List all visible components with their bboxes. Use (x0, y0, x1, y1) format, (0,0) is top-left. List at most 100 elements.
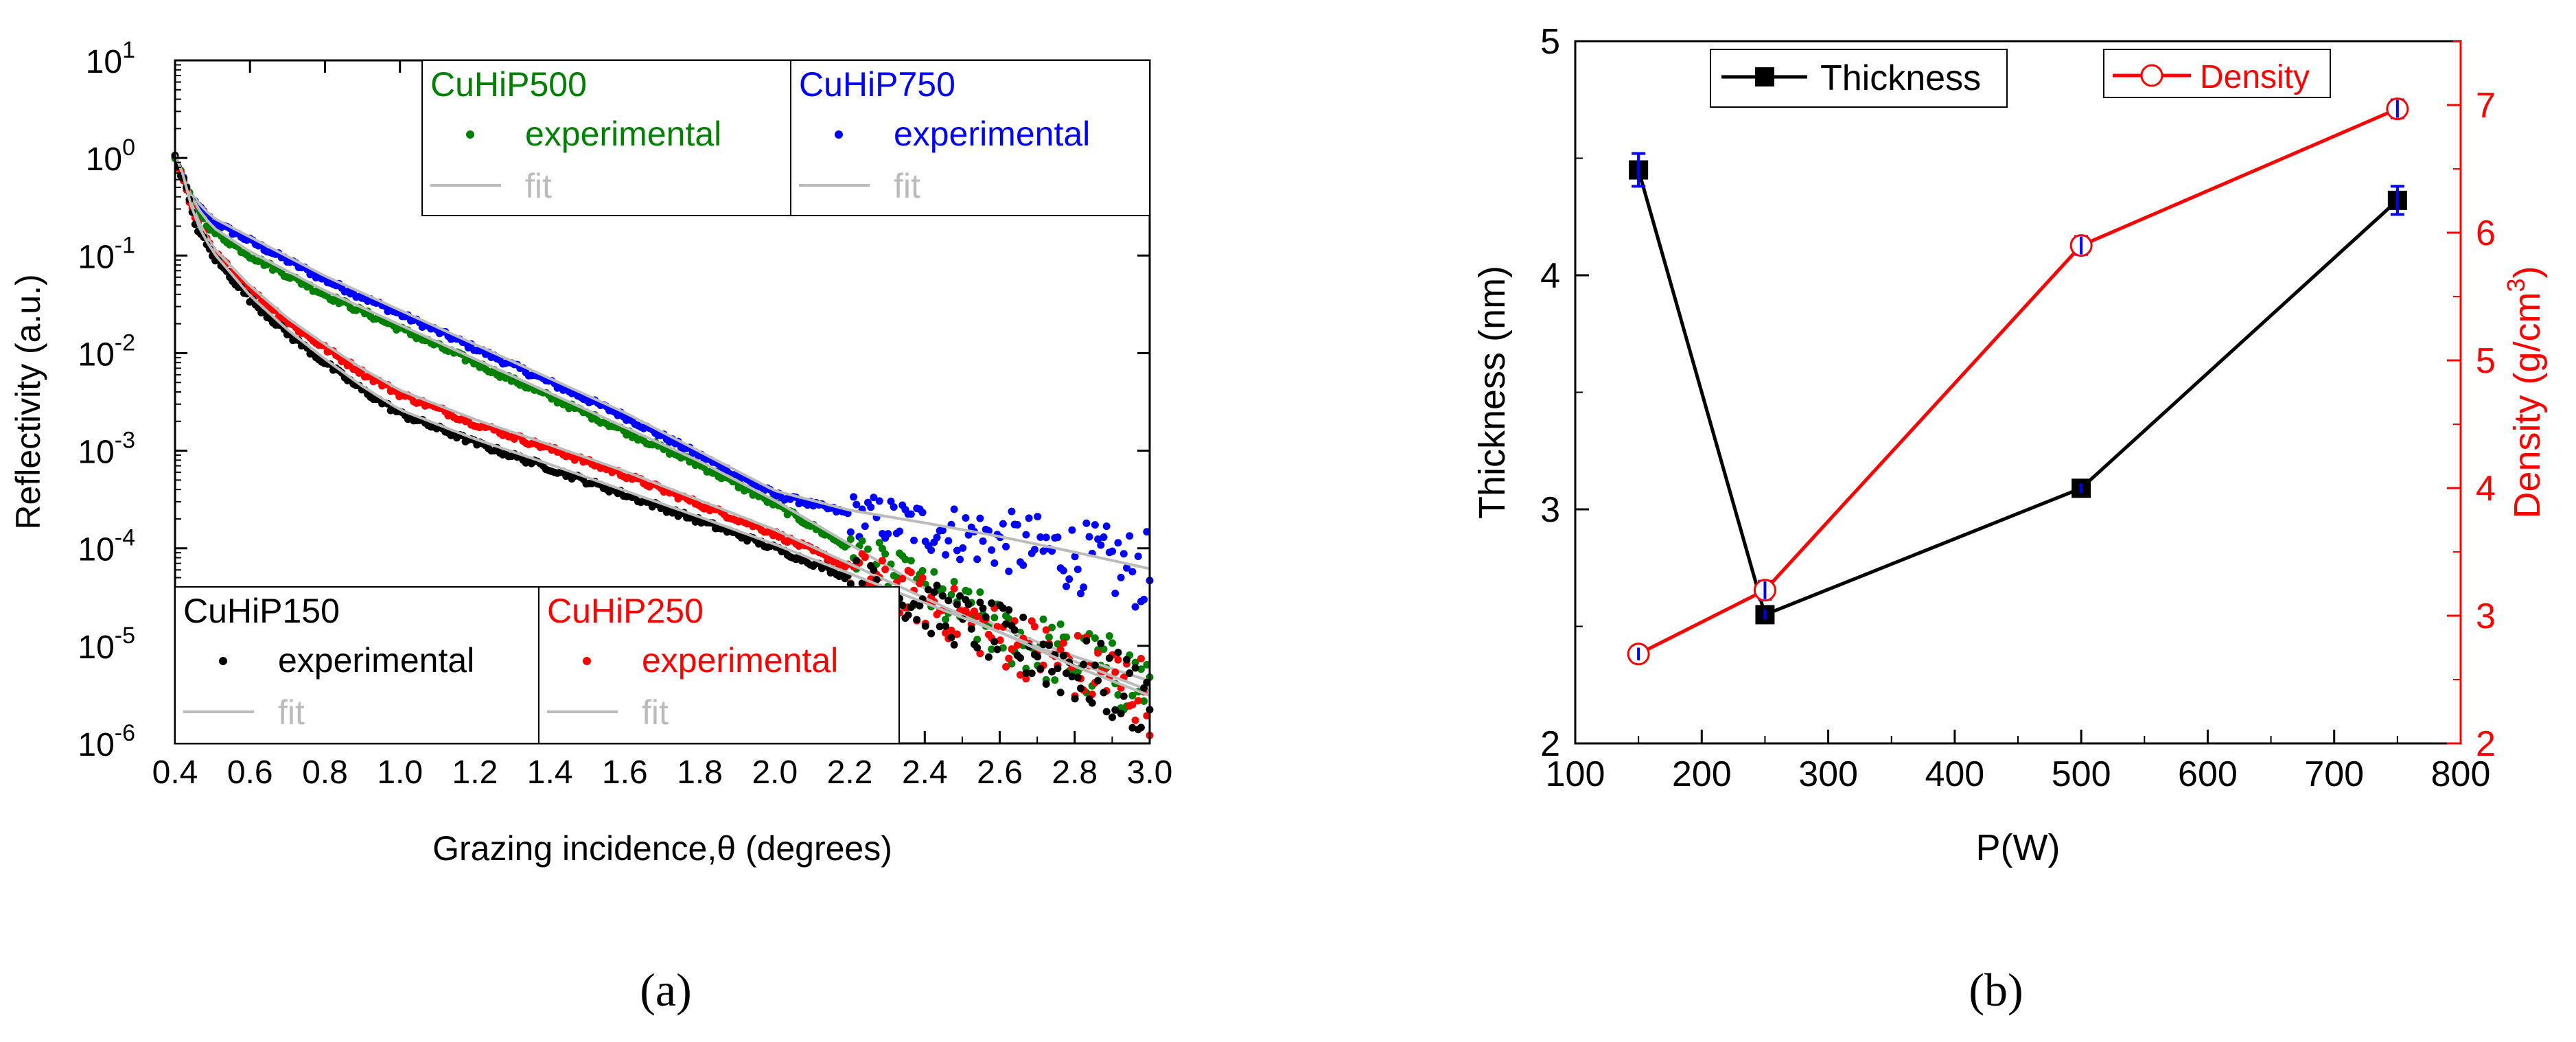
data-point (1045, 641, 1053, 649)
legend-title: CuHiP500 (430, 65, 587, 104)
panel-a-legends: CuHiP500 experimental fit CuHiP750 experimen… (174, 60, 1150, 744)
data-point (1122, 564, 1130, 572)
data-point (944, 597, 953, 605)
data-point (930, 568, 938, 576)
data-point (870, 566, 878, 574)
data-point (1051, 676, 1059, 684)
data-point (1030, 623, 1038, 631)
data-point (1109, 713, 1117, 721)
data-point (1042, 680, 1050, 688)
data-point (1109, 639, 1117, 647)
data-point (852, 500, 861, 509)
data-point (1126, 532, 1134, 540)
data-point (910, 599, 918, 607)
data-point (1008, 645, 1016, 653)
data-point (1105, 632, 1113, 640)
data-point (967, 625, 975, 633)
data-point (1002, 542, 1010, 551)
legend-fit-label: fit (525, 167, 552, 205)
data-point (1054, 640, 1062, 648)
data-point (892, 572, 901, 581)
data-point (1048, 668, 1056, 676)
x-tick-label: 1.4 (527, 754, 573, 791)
data-point (993, 623, 1001, 631)
data-point (1074, 565, 1082, 573)
data-point (1036, 533, 1045, 541)
data-point (976, 588, 984, 597)
series-cuhip150 (171, 151, 1154, 734)
data-point (996, 636, 1004, 645)
data-point (933, 581, 941, 590)
data-point (1005, 654, 1013, 662)
right-y-tick-label: 6 (2476, 213, 2496, 253)
data-point (993, 645, 1001, 653)
legend-label: Thickness (1820, 58, 1981, 98)
panel-b-traces (1627, 97, 2409, 666)
data-point (1071, 695, 1079, 703)
data-point (881, 550, 890, 558)
data-point (870, 494, 878, 502)
data-point (1100, 533, 1108, 542)
data-point (1054, 664, 1062, 673)
data-point (1080, 583, 1088, 591)
series-thickness (1629, 152, 2407, 625)
legend-box (421, 60, 791, 216)
data-point (979, 537, 987, 545)
data-point (942, 622, 950, 630)
data-point (944, 537, 953, 545)
data-point (1002, 620, 1010, 628)
legend-marker (835, 130, 843, 139)
data-point (1102, 708, 1111, 716)
data-point (1137, 655, 1145, 663)
data-point (907, 510, 915, 518)
panel-b-legends: Thickness Density (1710, 49, 2331, 108)
series-line (1636, 169, 2399, 617)
data-point (1114, 539, 1122, 547)
data-point (1097, 541, 1105, 549)
data-point (1119, 550, 1128, 558)
data-point (1114, 649, 1122, 657)
legend-title: CuHiP250 (547, 592, 704, 630)
data-point (938, 585, 947, 593)
data-point (1140, 595, 1148, 603)
data-point (1025, 514, 1033, 522)
right-y-tick-label: 4 (2476, 469, 2496, 509)
y-tick-label: 10-3 (78, 428, 135, 471)
data-point (1117, 709, 1125, 717)
data-point (924, 586, 932, 594)
data-point (988, 546, 996, 554)
data-point (964, 600, 973, 608)
legend-experimental-label: experimental (525, 115, 721, 153)
data-point (953, 600, 961, 608)
data-point (999, 520, 1007, 528)
data-point (1131, 658, 1139, 667)
data-point (907, 568, 915, 577)
panel-a-caption-label: (a) (640, 964, 691, 1016)
series-cuhip750 (171, 153, 1154, 611)
data-point (973, 644, 982, 652)
data-point (861, 553, 869, 561)
right-y-tick-label: 7 (2476, 86, 2496, 126)
legend-label: Density (2200, 59, 2310, 95)
data-point (976, 514, 984, 522)
legend-thickness: Thickness (1710, 49, 2008, 108)
data-point (1039, 640, 1047, 649)
data-point (1063, 669, 1071, 678)
data-point (1137, 723, 1145, 732)
data-point (1082, 519, 1091, 527)
data-point (1091, 634, 1099, 642)
data-point (950, 640, 958, 649)
panel-a-axes: 0.4 0.6 0.8 1.0 1.2 1.4 1.6 1.8 2.0 2.2 2.4 2.6 2.8 3… (78, 37, 1172, 791)
x-tick-label: 0.4 (152, 754, 198, 791)
data-point (907, 557, 915, 565)
data-point (1111, 706, 1119, 714)
data-point (1048, 623, 1056, 632)
data-point (887, 497, 895, 505)
data-point (1082, 636, 1091, 645)
data-point (938, 526, 947, 535)
data-point (962, 514, 970, 522)
data-point (1091, 661, 1099, 669)
legend-marker (1755, 67, 1774, 86)
data-point (850, 493, 858, 501)
legend-experimental-label: experimental (642, 641, 838, 680)
